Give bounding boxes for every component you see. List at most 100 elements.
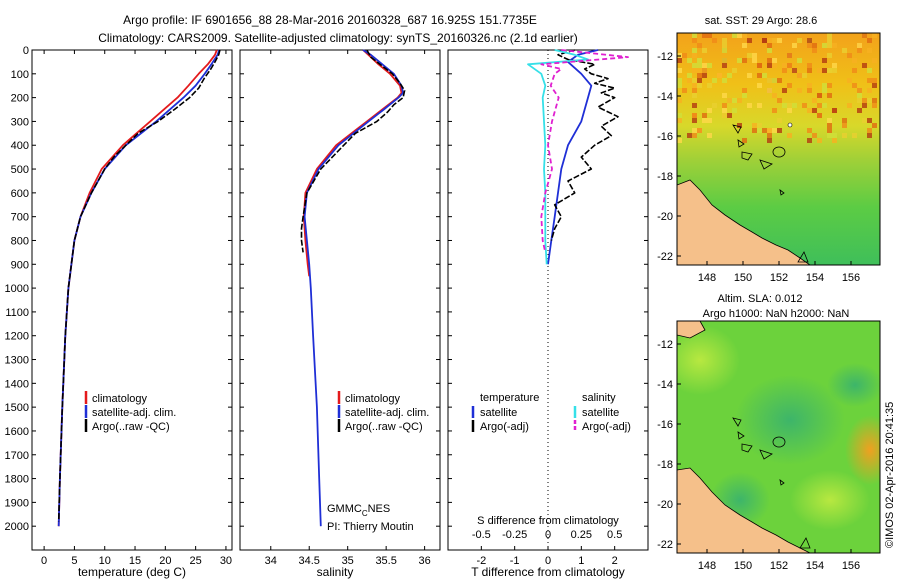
map-y-tick-label: -16: [657, 419, 673, 431]
legend-label: satellite-adj. clim.: [345, 407, 429, 419]
y-tick-label: 100: [11, 69, 29, 81]
series-line-climatology: [302, 49, 403, 277]
sst-map-image: [677, 33, 880, 265]
map-y-tick-label: -22: [657, 251, 673, 263]
x-tick-label: 1: [578, 555, 584, 567]
sla-map-title: Altim. SLA: 0.012: [718, 293, 803, 305]
series-line-satellite-adj-clim-: [303, 49, 405, 527]
sla-map-image: [677, 321, 880, 553]
x-tick-label: 30: [220, 555, 232, 567]
y-tick-label: 1500: [5, 402, 29, 414]
y-tick-label: 200: [11, 93, 29, 105]
y-tick-label: 800: [11, 235, 29, 247]
legend-header-salinity: salinity: [582, 392, 616, 404]
map-y-tick-label: -12: [657, 339, 673, 351]
x-tick-label: 2: [612, 555, 618, 567]
series-line-temperature-satellite: [547, 49, 599, 265]
legend-label: Argo(-adj): [582, 421, 631, 433]
annotation-gmmc: GMMCCNES: [327, 503, 390, 518]
sst-map-title: sat. SST: 29 Argo: 28.6: [705, 15, 818, 27]
x-tick-label: 35: [342, 555, 354, 567]
legend-label: Argo(-adj): [480, 421, 529, 433]
legend-label: satellite: [582, 407, 619, 419]
y-tick-label: 1800: [5, 474, 29, 486]
temperature-legend: climatology satellite-adj. clim. Argo(..…: [84, 391, 176, 433]
y-tick-label: 600: [11, 188, 29, 200]
sla-map-subtitle: Argo h1000: NaN h2000: NaN: [703, 308, 850, 320]
axes-layer: 0100200300400500600700800900100011001200…: [5, 45, 648, 567]
legend-label: climatology: [345, 393, 401, 405]
y-tick-label: 300: [11, 116, 29, 128]
x-tick-label: 36: [418, 555, 430, 567]
map-y-tick-label: -22: [657, 539, 673, 551]
s-tick-label: -0.25: [502, 529, 527, 541]
map-y-tick-label: -14: [657, 91, 673, 103]
temperature-xlabel: temperature (deg C): [78, 565, 186, 579]
difference-legend: temperature salinity satellite Argo(-adj…: [471, 392, 631, 433]
x-tick-label: 25: [190, 555, 202, 567]
map-y-tick-label: -18: [657, 459, 673, 471]
y-tick-label: 1700: [5, 450, 29, 462]
map-y-tick-label: -16: [657, 131, 673, 143]
x-tick-label: 20: [159, 555, 171, 567]
series-line-argo-raw-qc-: [300, 49, 406, 253]
map-axes: 148 150 152 154 156 -12 -14 -16 -18 -20 -22 148 150 1…: [657, 51, 860, 572]
x-tick-label: 34: [265, 555, 277, 567]
salinity-axes: [239, 49, 441, 551]
series-layer: [57, 49, 629, 527]
y-tick-label: 1100: [5, 307, 29, 319]
y-tick-label: 1600: [5, 426, 29, 438]
legend-header-temperature: temperature: [480, 392, 539, 404]
temperature-axes: [31, 49, 233, 551]
map-y-tick-label: -18: [657, 171, 673, 183]
legend-label: Argo(..raw -QC): [92, 421, 170, 433]
map-y-tick-label: -20: [657, 499, 673, 511]
map-x-tick-label: 148: [698, 560, 716, 572]
map-x-tick-label: 150: [734, 272, 752, 284]
map-x-tick-label: 156: [842, 272, 860, 284]
s-tick-label: -0.5: [472, 529, 491, 541]
salinity-xlabel: salinity: [317, 565, 354, 579]
y-tick-label: 900: [11, 259, 29, 271]
title-line2: Climatology: CARS2009. Satellite-adjuste…: [98, 31, 578, 45]
y-tick-label: 1900: [5, 497, 29, 509]
map-x-tick-label: 152: [770, 560, 788, 572]
x-tick-label: 15: [129, 555, 141, 567]
x-tick-label: 0: [545, 555, 551, 567]
series-line-salinity-satellite: [527, 49, 589, 265]
salinity-legend: climatology satellite-adj. clim. Argo(..…: [337, 391, 429, 433]
s-difference-xlabel: S difference from climatology: [477, 515, 619, 527]
y-tick-label: 700: [11, 212, 29, 224]
y-tick-label: 1000: [5, 283, 29, 295]
s-tick-label: 0.25: [571, 529, 592, 541]
annotation-pi: PI: Thierry Moutin: [327, 521, 414, 533]
y-tick-label: 2000: [5, 521, 29, 533]
argo-position-marker: [787, 122, 793, 128]
x-tick-label: 34.5: [299, 555, 320, 567]
t-difference-xlabel: T difference from climatology: [471, 565, 625, 579]
map-x-tick-label: 152: [770, 272, 788, 284]
watermark: ©IMOS 02-Apr-2016 20:41:35: [884, 402, 896, 548]
x-tick-label: 5: [71, 555, 77, 567]
s-tick-label: 0.5: [607, 529, 622, 541]
map-x-tick-label: 156: [842, 560, 860, 572]
title-line1: Argo profile: IF 6901656_88 28-Mar-2016 …: [123, 13, 537, 27]
y-tick-label: 400: [11, 140, 29, 152]
map-x-tick-label: 150: [734, 560, 752, 572]
y-tick-label: 500: [11, 164, 29, 176]
legend-label: climatology: [92, 393, 148, 405]
map-y-tick-label: -14: [657, 379, 673, 391]
legend-label: Argo(..raw -QC): [345, 421, 423, 433]
x-tick-label: 0: [41, 555, 47, 567]
legend-label: satellite: [480, 407, 517, 419]
x-tick-label: -1: [510, 555, 520, 567]
y-tick-label: 0: [23, 45, 29, 57]
map-y-tick-label: -12: [657, 51, 673, 63]
y-tick-label: 1300: [5, 355, 29, 367]
map-y-tick-label: -20: [657, 211, 673, 223]
map-x-tick-label: 154: [806, 560, 824, 572]
x-tick-label: -2: [476, 555, 486, 567]
series-line-satellite-adj-clim-: [57, 49, 221, 527]
legend-label: satellite-adj. clim.: [92, 407, 176, 419]
